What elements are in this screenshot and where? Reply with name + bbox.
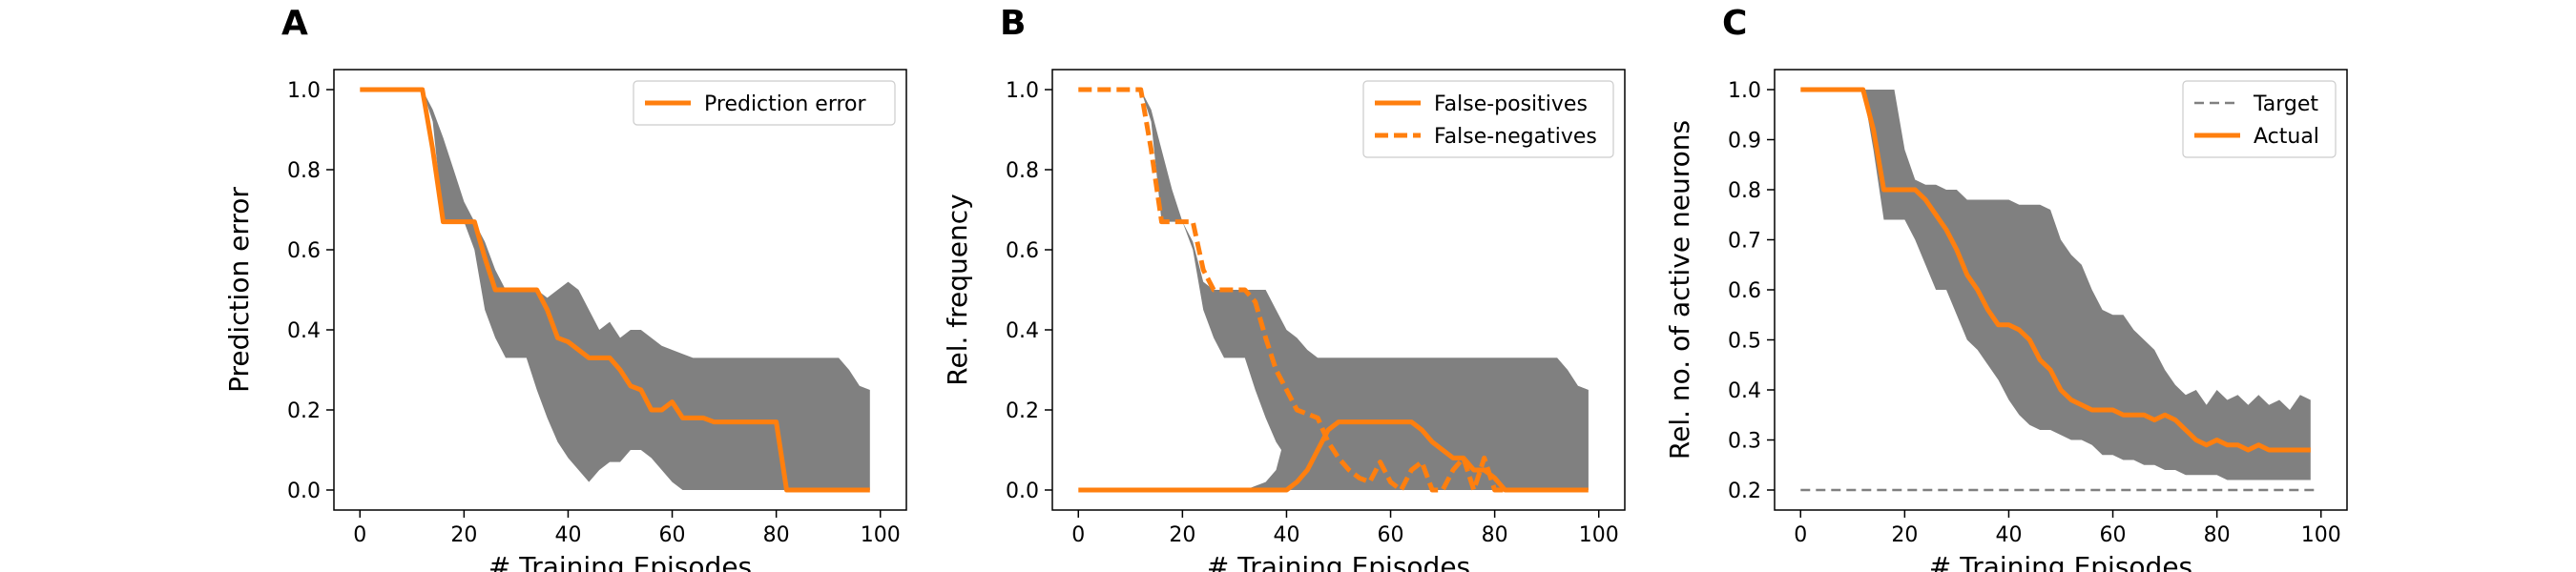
x-tick-label: 20 bbox=[1169, 523, 1195, 547]
x-ticks: 0 20 40 60 80 100 bbox=[1071, 510, 1619, 547]
series-lines bbox=[360, 87, 870, 493]
x-tick-label: 0 bbox=[1071, 523, 1085, 547]
panel-letter: A bbox=[281, 4, 308, 43]
x-axis-label: # Training Episodes bbox=[1207, 551, 1470, 572]
y-tick-label: 0.6 bbox=[1006, 239, 1039, 263]
x-axis-label: # Training Episodes bbox=[488, 551, 752, 572]
y-tick-label: 0.0 bbox=[1006, 480, 1039, 503]
x-tick-label: 60 bbox=[1378, 523, 1404, 547]
y-tick-label: 0.7 bbox=[1728, 230, 1761, 254]
legend-box bbox=[2182, 80, 2337, 158]
x-tick-label: 100 bbox=[861, 523, 901, 547]
axes-frame bbox=[333, 69, 907, 511]
confidence-bands bbox=[1800, 90, 2311, 480]
y-tick-label: 1.0 bbox=[287, 79, 321, 103]
y-tick-label: 1.0 bbox=[1728, 79, 1761, 103]
panel-a: 0 20 40 60 80 100 0.0 0.2 0.4 0.6 0.8 1.0 A # Trai… bbox=[223, 4, 907, 572]
legend-label: False-positives bbox=[1434, 92, 1588, 116]
x-tick-label: 80 bbox=[2204, 523, 2231, 547]
confidence-band-1 bbox=[360, 90, 870, 490]
legend-entry: Target bbox=[2194, 92, 2318, 116]
x-tick-label: 40 bbox=[554, 523, 581, 547]
x-tick-label: 40 bbox=[1273, 523, 1299, 547]
y-tick-label: 0.5 bbox=[1728, 330, 1761, 354]
x-tick-label: 60 bbox=[659, 523, 686, 547]
legend-entry: Actual bbox=[2194, 125, 2319, 149]
legend-box bbox=[1362, 80, 1614, 158]
series-lines bbox=[1800, 87, 2316, 492]
y-tick-label: 0.2 bbox=[1006, 399, 1039, 423]
y-axis-label: Rel. no. of active neurons bbox=[1664, 120, 1695, 460]
y-tick-label: 0.4 bbox=[1728, 379, 1761, 403]
confidence-bands bbox=[360, 90, 870, 490]
x-tick-label: 0 bbox=[353, 523, 366, 547]
y-ticks: 0.0 0.2 0.4 0.6 0.8 1.0 bbox=[1006, 79, 1052, 503]
panel-c: 0 20 40 60 80 100 0.2 0.3 0.4 0.5 0.6 0.7 0.8 0.9 1.0… bbox=[1664, 4, 2348, 572]
legend-entry: False-negatives bbox=[1375, 125, 1597, 149]
x-ticks: 0 20 40 60 80 100 bbox=[1794, 510, 2341, 547]
x-tick-label: 60 bbox=[2100, 523, 2127, 547]
y-tick-label: 0.9 bbox=[1728, 130, 1761, 153]
y-tick-label: 0.8 bbox=[1006, 159, 1039, 183]
legend-label: False-negatives bbox=[1434, 125, 1597, 149]
legend-label: Prediction error bbox=[704, 92, 866, 116]
panel-letter: B bbox=[1000, 4, 1026, 43]
y-tick-label: 0.0 bbox=[287, 480, 321, 503]
legend: False-positives False-negatives bbox=[1362, 80, 1614, 158]
y-tick-label: 0.3 bbox=[1728, 430, 1761, 454]
legend-label: Actual bbox=[2254, 125, 2319, 149]
y-ticks: 0.0 0.2 0.4 0.6 0.8 1.0 bbox=[287, 79, 334, 503]
y-tick-label: 0.8 bbox=[287, 159, 321, 183]
series-line-2 bbox=[1800, 87, 2311, 453]
y-axis-label: Rel. frequency bbox=[942, 194, 973, 385]
series-lines bbox=[1078, 87, 1589, 493]
legend-label: Target bbox=[2253, 92, 2318, 116]
panel-b: 0 20 40 60 80 100 0.0 0.2 0.4 0.6 0.8 1.0 B # Trai… bbox=[942, 4, 1626, 572]
legend: Prediction error bbox=[633, 80, 896, 126]
legend-box bbox=[633, 80, 896, 126]
series-line-1 bbox=[1078, 419, 1589, 493]
series-line-1 bbox=[360, 87, 870, 493]
x-tick-label: 100 bbox=[2301, 523, 2341, 547]
x-ticks: 0 20 40 60 80 100 bbox=[353, 510, 901, 547]
x-tick-label: 80 bbox=[1482, 523, 1508, 547]
y-tick-label: 0.8 bbox=[1728, 179, 1761, 203]
x-tick-label: 20 bbox=[1891, 523, 1918, 547]
x-tick-label: 80 bbox=[763, 523, 790, 547]
legend-entry: Prediction error bbox=[645, 92, 866, 116]
x-axis-label: # Training Episodes bbox=[1929, 551, 2192, 572]
y-ticks: 0.2 0.3 0.4 0.5 0.6 0.7 0.8 0.9 1.0 bbox=[1728, 79, 1775, 503]
y-tick-label: 0.4 bbox=[1006, 319, 1039, 343]
panel-letter: C bbox=[1722, 4, 1747, 43]
confidence-band-1 bbox=[1800, 90, 2311, 480]
series-line-2 bbox=[1078, 87, 1506, 493]
y-tick-label: 0.4 bbox=[287, 319, 321, 343]
legend: Target Actual bbox=[2182, 80, 2337, 158]
x-tick-label: 40 bbox=[1995, 523, 2022, 547]
y-axis-label: Prediction error bbox=[223, 187, 255, 393]
x-tick-label: 20 bbox=[450, 523, 477, 547]
y-tick-label: 0.2 bbox=[287, 399, 321, 423]
y-tick-label: 0.6 bbox=[287, 239, 321, 263]
y-tick-label: 0.2 bbox=[1728, 480, 1761, 503]
y-tick-label: 0.6 bbox=[1728, 279, 1761, 303]
axes-frame bbox=[1051, 69, 1626, 511]
x-tick-label: 0 bbox=[1794, 523, 1807, 547]
y-tick-label: 1.0 bbox=[1006, 79, 1039, 103]
x-tick-label: 100 bbox=[1579, 523, 1619, 547]
legend-entry: False-positives bbox=[1375, 92, 1588, 116]
